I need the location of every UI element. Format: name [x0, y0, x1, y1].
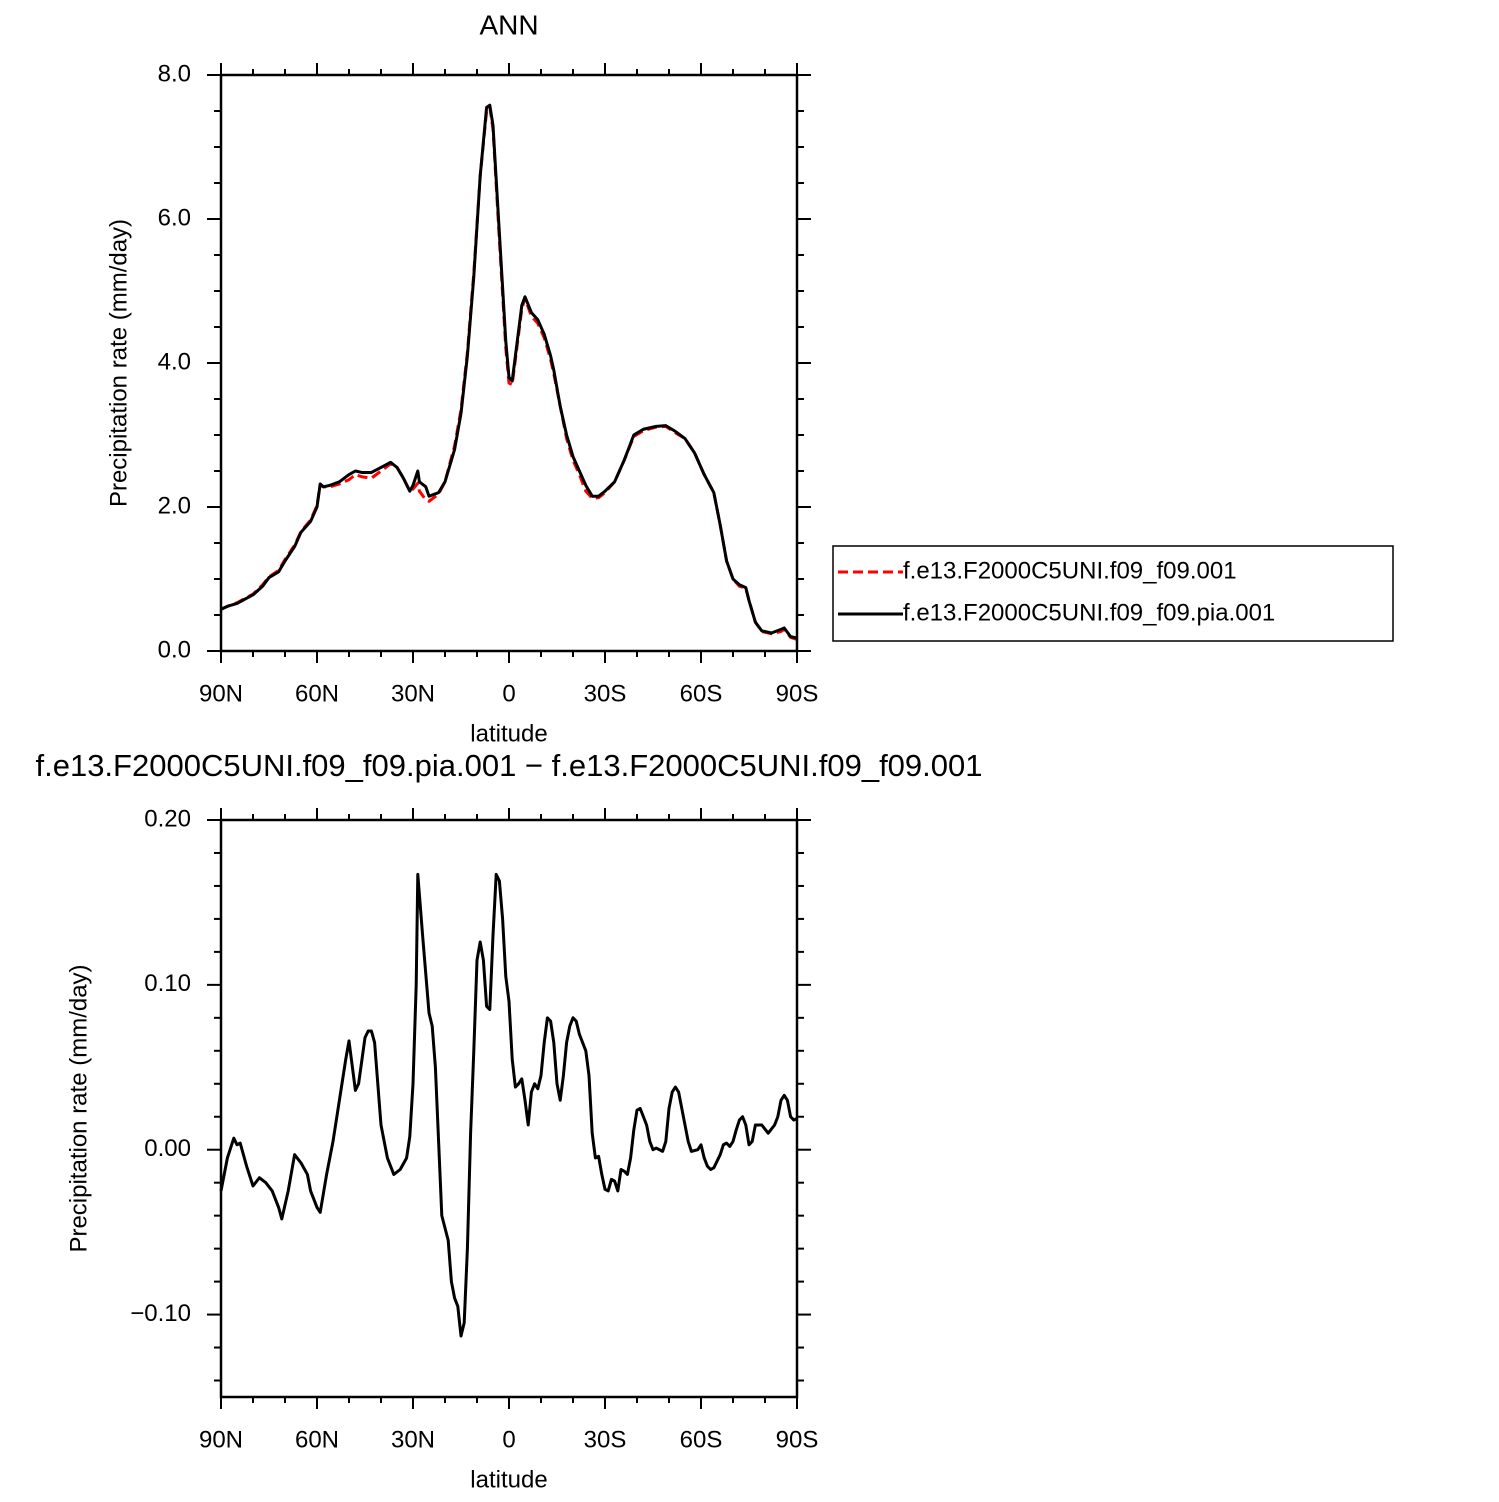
- x-tick-label: 0: [502, 680, 515, 707]
- legend-box: [832, 545, 1394, 642]
- x-tick-label: 60N: [295, 1426, 339, 1453]
- y-tick-label: 4.0: [158, 348, 191, 375]
- y-tick-label: 0.10: [144, 970, 191, 997]
- x-tick-label: 30S: [584, 1426, 627, 1453]
- x-tick-label: 30N: [391, 1426, 435, 1453]
- x-axis-label: latitude: [470, 1466, 547, 1493]
- y-tick-label: −0.10: [130, 1300, 191, 1327]
- x-tick-label: 90S: [776, 680, 819, 707]
- legend-label: f.e13.F2000C5UNI.f09_f09.pia.001: [903, 599, 1275, 626]
- y-tick-label: 8.0: [158, 60, 191, 87]
- x-tick-label: 60N: [295, 680, 339, 707]
- x-tick-label: 0: [502, 1426, 515, 1453]
- chart-title: ANN: [479, 9, 538, 40]
- y-tick-label: 6.0: [158, 204, 191, 231]
- y-tick-label: 0.0: [158, 636, 191, 663]
- x-tick-label: 30N: [391, 680, 435, 707]
- chart-title: f.e13.F2000C5UNI.f09_f09.pia.001 − f.e13…: [35, 748, 982, 783]
- y-tick-label: 0.20: [144, 805, 191, 832]
- y-tick-label: 0.00: [144, 1135, 191, 1162]
- data-line: [220, 103, 798, 640]
- x-tick-label: 90N: [199, 1426, 243, 1453]
- x-tick-label: 60S: [680, 1426, 723, 1453]
- y-tick-label: 2.0: [158, 492, 191, 519]
- y-axis-label: Precipitation rate (mm/day): [65, 964, 92, 1252]
- x-tick-label: 60S: [680, 680, 723, 707]
- x-axis-label: latitude: [470, 720, 547, 747]
- plot-frame: [219, 818, 799, 1399]
- data-line: [219, 872, 798, 1338]
- y-axis-label: Precipitation rate (mm/day): [105, 219, 132, 507]
- legend-label: f.e13.F2000C5UNI.f09_f09.001: [903, 557, 1237, 584]
- x-tick-label: 30S: [584, 680, 627, 707]
- x-tick-label: 90N: [199, 680, 243, 707]
- x-tick-label: 90S: [776, 1426, 819, 1453]
